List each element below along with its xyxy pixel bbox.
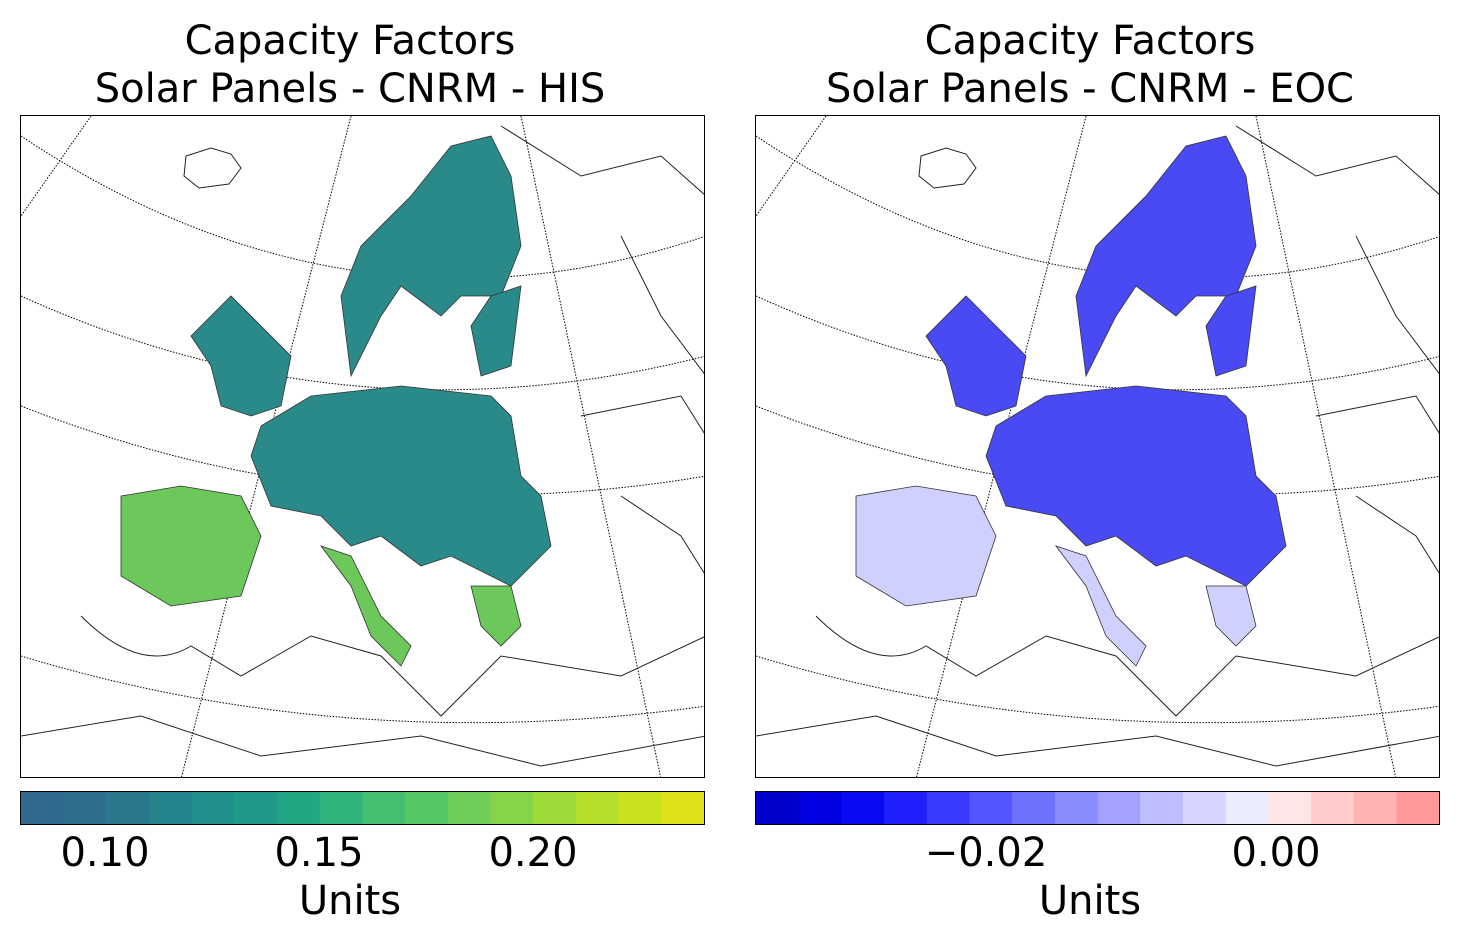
iberia	[120, 485, 262, 607]
iberia	[855, 485, 997, 607]
parallel-line	[756, 655, 1439, 724]
colorbar-swatch	[926, 792, 970, 824]
colorbar-his	[20, 791, 705, 825]
panel-title-line1: Capacity Factors	[924, 18, 1256, 64]
colorbar-swatch	[63, 792, 107, 824]
iceland-outline	[183, 147, 242, 189]
colorbar-swatch	[884, 792, 928, 824]
british-isles	[925, 295, 1027, 417]
greece	[1205, 585, 1257, 647]
parallel-line	[21, 655, 704, 724]
colorbar-swatch	[841, 792, 885, 824]
colorbar-swatch	[234, 792, 278, 824]
colorbar-swatch	[969, 792, 1013, 824]
greece	[470, 585, 522, 647]
colorbar-swatch	[618, 792, 662, 824]
italy	[1054, 545, 1147, 667]
british-isles	[190, 295, 292, 417]
finland-baltics	[470, 285, 522, 377]
colorbar-swatch	[661, 792, 704, 824]
colorbar-swatch	[21, 792, 65, 824]
iceland-outline	[918, 147, 977, 189]
colorbar-swatch	[1012, 792, 1056, 824]
colorbar-tick: 0.10	[60, 830, 150, 876]
parallel-line	[21, 405, 704, 496]
colorbar-swatch	[1396, 792, 1439, 824]
russia-border	[500, 125, 704, 574]
central-europe	[250, 385, 552, 587]
colorbar-swatch	[106, 792, 150, 824]
panel-title-line2: Solar Panels - CNRM - HIS	[94, 66, 606, 112]
colorbar-swatch	[191, 792, 235, 824]
parallel-line	[756, 405, 1439, 496]
central-europe	[985, 385, 1287, 587]
colorbar-swatches-eoc	[756, 792, 1439, 824]
africa-border	[21, 715, 704, 767]
colorbar-swatch	[1310, 792, 1355, 824]
north-africa-outline	[815, 615, 1439, 717]
meridian-line	[756, 116, 827, 217]
colorbar-swatch	[405, 792, 449, 824]
colorbar-eoc	[755, 791, 1440, 825]
north-africa-outline	[80, 615, 704, 717]
colorbar-swatch	[1268, 792, 1312, 824]
colorbar-swatch	[490, 792, 534, 824]
europe-map-eoc	[755, 115, 1440, 778]
meridian-line	[1255, 116, 1397, 777]
colorbar-swatch	[1225, 792, 1269, 824]
colorbar-swatch	[1353, 792, 1397, 824]
colorbar-tick: 0.15	[274, 830, 364, 876]
finland-baltics	[1205, 285, 1257, 377]
scandinavia	[340, 135, 522, 378]
africa-border	[756, 715, 1439, 767]
meridian-line	[21, 116, 92, 217]
colorbar-swatch	[277, 792, 321, 824]
colorbar-swatch	[362, 792, 406, 824]
colorbar-swatch	[533, 792, 577, 824]
italy	[319, 545, 412, 667]
colorbar-swatches-his	[21, 792, 704, 824]
colorbar-swatch	[756, 792, 800, 824]
colorbar-tick: 0.20	[488, 830, 578, 876]
colorbar-swatch	[798, 792, 842, 824]
europe-map-his	[20, 115, 705, 778]
colorbar-swatch	[447, 792, 492, 824]
colorbar-swatch	[319, 792, 363, 824]
colorbar-label: Units	[1038, 878, 1142, 924]
colorbar-tick: 0.00	[1231, 830, 1321, 876]
panel-title-line1: Capacity Factors	[184, 18, 516, 64]
colorbar-tick: −0.02	[924, 830, 1048, 876]
colorbar-label: Units	[298, 878, 402, 924]
colorbar-swatch	[1097, 792, 1141, 824]
russia-border	[1235, 125, 1439, 574]
colorbar-swatch	[575, 792, 620, 824]
colorbar-swatch	[1140, 792, 1184, 824]
panel-title-line2: Solar Panels - CNRM - EOC	[826, 66, 1354, 112]
colorbar-swatch	[149, 792, 193, 824]
his-panel: Capacity Factors Solar Panels - CNRM - H…	[0, 0, 705, 934]
eoc-panel: Capacity Factors Solar Panels - CNRM - E…	[740, 0, 1440, 934]
scandinavia	[1075, 135, 1257, 378]
meridian-line	[520, 116, 662, 777]
colorbar-swatch	[1054, 792, 1098, 824]
colorbar-swatch	[1182, 792, 1227, 824]
